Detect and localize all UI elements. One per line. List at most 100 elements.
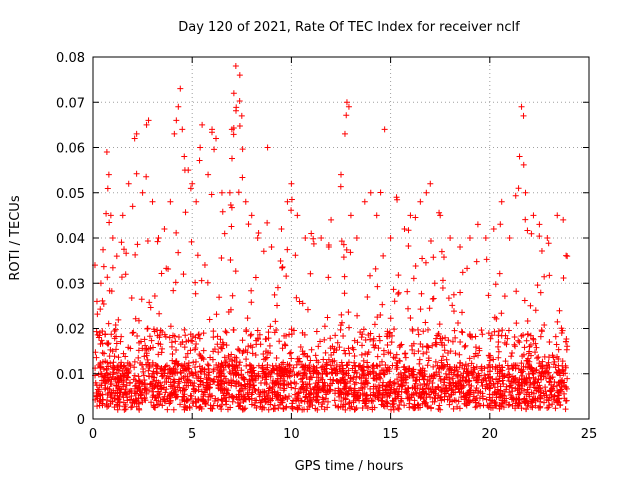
scatter-point xyxy=(495,354,502,361)
scatter-point xyxy=(345,372,352,379)
scatter-point xyxy=(184,350,191,357)
scatter-point xyxy=(278,368,285,375)
scatter-point xyxy=(398,398,405,405)
scatter-point xyxy=(103,370,110,377)
scatter-point xyxy=(212,395,219,402)
scatter-point xyxy=(150,403,157,410)
scatter-point xyxy=(325,243,332,250)
scatter-point-peak xyxy=(129,203,136,210)
scatter-point xyxy=(426,378,433,385)
scatter-point xyxy=(208,405,215,412)
scatter-point-peak xyxy=(248,212,255,219)
scatter-point-peak xyxy=(125,180,132,187)
scatter-point xyxy=(218,396,225,403)
scatter-point xyxy=(252,399,259,406)
scatter-point xyxy=(404,384,411,391)
scatter-point xyxy=(405,385,412,392)
scatter-point xyxy=(341,273,348,280)
scatter-point xyxy=(329,343,336,350)
scatter-point xyxy=(559,368,566,375)
y-tick-label: 0 xyxy=(77,413,85,428)
scatter-point xyxy=(350,397,357,404)
scatter-point xyxy=(534,379,541,386)
scatter-point xyxy=(281,369,288,376)
scatter-point xyxy=(343,112,350,119)
scatter-point xyxy=(269,379,276,386)
scatter-point xyxy=(487,385,494,392)
scatter-point xyxy=(380,370,387,377)
scatter-point xyxy=(509,395,516,402)
scatter-point xyxy=(312,396,319,403)
scatter-point xyxy=(166,373,173,380)
scatter-point-peak xyxy=(238,112,245,119)
scatter-point xyxy=(455,398,462,405)
scatter-point xyxy=(105,377,112,384)
scatter-point xyxy=(559,358,566,365)
scatter-point xyxy=(407,314,414,321)
scatter-point xyxy=(327,362,334,369)
scatter-point xyxy=(265,329,272,336)
scatter-point xyxy=(96,392,103,399)
scatter-point xyxy=(147,304,154,311)
scatter-point xyxy=(141,336,148,343)
scatter-point xyxy=(293,294,300,301)
scatter-point xyxy=(123,382,130,389)
scatter-point xyxy=(544,405,551,412)
scatter-point xyxy=(420,350,427,357)
scatter-point-peak xyxy=(197,144,204,151)
scatter-point xyxy=(122,389,129,396)
scatter-point xyxy=(244,391,251,398)
scatter-point xyxy=(172,394,179,401)
scatter-point xyxy=(100,301,107,308)
scatter-point xyxy=(296,298,303,305)
scatter-point xyxy=(195,386,202,393)
scatter-point xyxy=(118,239,125,246)
scatter-point xyxy=(325,274,332,281)
scatter-point xyxy=(217,336,224,343)
scatter-point xyxy=(402,376,409,383)
scatter-point xyxy=(424,343,431,350)
scatter-point xyxy=(203,374,210,381)
scatter-point xyxy=(506,378,513,385)
scatter-point xyxy=(429,384,436,391)
scatter-point xyxy=(159,373,166,380)
scatter-point xyxy=(472,399,479,406)
scatter-point xyxy=(395,289,402,296)
scatter-point xyxy=(210,366,217,373)
scatter-point xyxy=(360,357,367,364)
scatter-point-peak xyxy=(209,126,216,133)
scatter-point xyxy=(272,318,279,325)
scatter-point xyxy=(118,274,125,281)
scatter-point-peak xyxy=(387,235,394,241)
scatter-point xyxy=(313,328,320,335)
scatter-point xyxy=(536,233,543,240)
scatter-point xyxy=(154,363,161,370)
scatter-point xyxy=(223,342,230,349)
scatter-point xyxy=(194,252,201,259)
scatter-point xyxy=(438,248,445,255)
scatter-point xyxy=(259,374,266,381)
scatter-point xyxy=(263,335,270,342)
scatter-point xyxy=(552,333,559,340)
scatter-point xyxy=(108,288,115,295)
scatter-point xyxy=(187,347,194,354)
scatter-point xyxy=(138,296,145,303)
scatter-point xyxy=(490,356,497,363)
scatter-point xyxy=(274,302,281,309)
scatter-point xyxy=(183,364,190,371)
scatter-point xyxy=(148,337,155,344)
scatter-point xyxy=(96,398,103,405)
scatter-point xyxy=(345,324,352,331)
scatter-point xyxy=(491,384,498,391)
scatter-point xyxy=(292,385,299,392)
scatter-point xyxy=(211,146,218,153)
scatter-point-peak xyxy=(338,171,344,178)
scatter-point xyxy=(315,359,322,366)
scatter-point xyxy=(277,372,284,379)
scatter-point xyxy=(471,353,478,360)
scatter-point xyxy=(510,362,517,369)
scatter-point xyxy=(488,332,495,339)
scatter-point xyxy=(398,395,405,402)
scatter-point xyxy=(338,359,345,366)
